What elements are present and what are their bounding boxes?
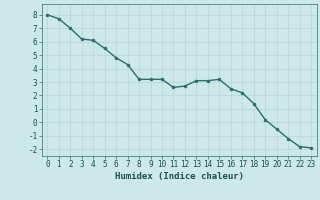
X-axis label: Humidex (Indice chaleur): Humidex (Indice chaleur) xyxy=(115,172,244,181)
